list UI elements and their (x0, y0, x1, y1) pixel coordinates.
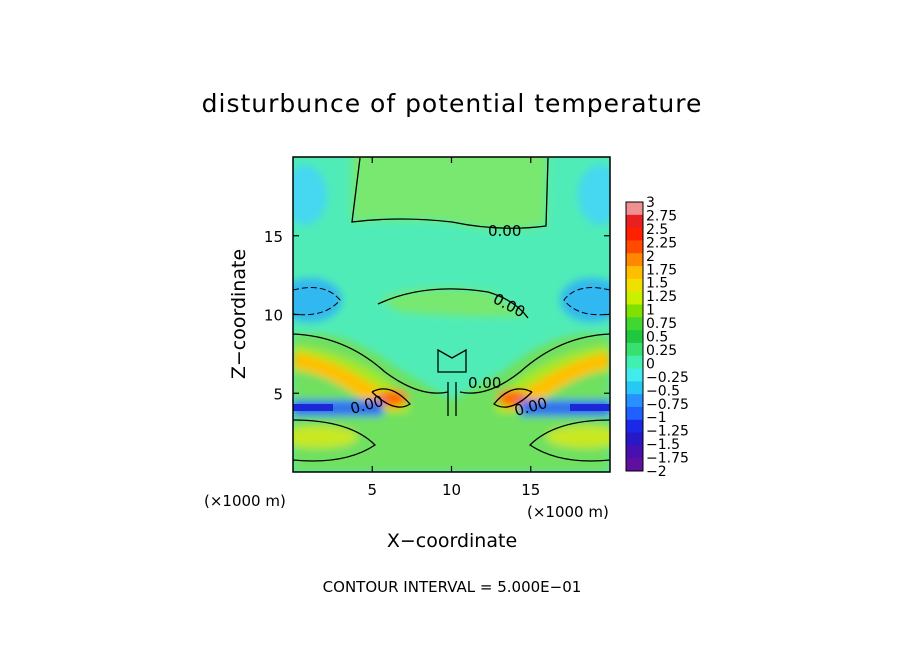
colorbar-label: 0.5 (646, 330, 668, 346)
colorbar-swatch (626, 419, 643, 434)
x-unit-left: (×1000 m) (204, 492, 286, 510)
x-tick-label: 10 (442, 481, 461, 499)
colorbar-swatch (626, 227, 643, 241)
colorbar-label: 1.5 (646, 276, 668, 292)
colorbar-swatch (626, 291, 643, 305)
colorbar-swatch (626, 355, 643, 370)
colorbar-frame (625, 201, 644, 472)
colorbar-label: 2.5 (646, 222, 668, 238)
x-axis-label: X−coordinate (387, 530, 517, 552)
colorbar-swatch (626, 458, 643, 472)
colorbar-label: −0.25 (646, 370, 689, 386)
colorbar-swatch (626, 266, 643, 280)
y-tick-label: 10 (264, 307, 283, 325)
colorbar-swatch (626, 394, 643, 408)
colorbar-swatch (626, 304, 643, 318)
y-tick-label: 5 (273, 385, 283, 403)
contour-label: 0.00 (488, 222, 521, 240)
colorbar-label: 1.25 (646, 289, 677, 305)
colorbar-label: −1 (646, 410, 667, 426)
colorbar-swatch (626, 240, 643, 254)
colorbar-label: 0 (646, 356, 655, 372)
colorbar-label: 2.25 (646, 235, 677, 251)
colorbar-swatch (626, 202, 643, 216)
colorbar-label: 3 (646, 195, 655, 211)
x-unit-right: (×1000 m) (527, 503, 609, 521)
colorbar: 32.752.52.2521.751.51.2510.750.50.250−0.… (625, 195, 689, 480)
y-axis: 5 10 15 (264, 228, 610, 403)
colorbar-swatch (626, 445, 643, 459)
contour-label: 0.00 (468, 374, 501, 392)
colorbar-label: 1 (646, 303, 655, 319)
y-tick-label: 15 (264, 228, 283, 246)
colorbar-swatch (626, 330, 643, 344)
colorbar-label: 1.75 (646, 262, 677, 278)
colorbar-label: 2.75 (646, 208, 677, 224)
x-tick-label: 5 (367, 481, 377, 499)
x-tick-label: 15 (521, 481, 540, 499)
colorbar-swatch (626, 214, 643, 229)
chart-title: disturbunce of potential temperature (202, 89, 703, 118)
temperature-field (293, 157, 610, 472)
colorbar-label: −1.25 (646, 424, 689, 440)
colorbar-swatch (626, 317, 643, 331)
colorbar-label: −0.5 (646, 383, 680, 399)
contour-interval-note: CONTOUR INTERVAL = 5.000E−01 (323, 578, 582, 596)
x-axis: 5 10 15 (367, 157, 540, 499)
colorbar-swatch (626, 406, 643, 421)
colorbar-swatch (626, 278, 643, 293)
colorbar-swatch (626, 368, 643, 382)
colorbar-label: −2 (646, 464, 667, 480)
colorbar-label: −1.5 (646, 437, 680, 453)
colorbar-label: 0.25 (646, 343, 677, 359)
colorbar-swatch (626, 381, 643, 395)
colorbar-label: 2 (646, 249, 655, 265)
colorbar-label: −1.75 (646, 451, 689, 467)
y-axis-label: Z−coordinate (228, 249, 250, 379)
colorbar-label: −0.75 (646, 397, 689, 413)
colorbar-swatch (626, 432, 643, 446)
colorbar-swatch (626, 342, 643, 357)
colorbar-swatch (626, 253, 643, 267)
colorbar-label: 0.75 (646, 316, 677, 332)
